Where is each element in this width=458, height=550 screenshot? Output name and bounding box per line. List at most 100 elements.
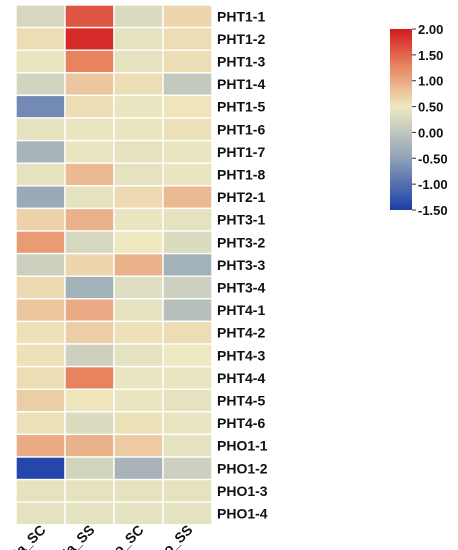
row-label: PHT1-2 <box>217 31 265 47</box>
heatmap-cell-pho1-3-ea-sc <box>15 478 66 503</box>
heatmap-cell-pht1-6-co-ss <box>162 117 213 142</box>
heatmap-cell-pht1-2-co-ss <box>162 26 213 51</box>
heatmap-cell-pht3-3-ea-ss <box>64 252 115 277</box>
row-label: PHT4-3 <box>217 347 265 363</box>
row-label: PHT1-8 <box>217 167 265 183</box>
heatmap-cell-pht4-4-co-sc <box>113 365 164 390</box>
heatmap-cell-pht4-3-ea-sc <box>15 343 66 368</box>
row-label: PHT4-6 <box>217 415 265 431</box>
row-label: PHT3-4 <box>217 280 265 296</box>
heatmap-cell-pht1-2-co-sc <box>113 26 164 51</box>
heatmap-cell-pht4-4-ea-ss <box>64 365 115 390</box>
heatmap-cell-pht1-7-co-ss <box>162 139 213 164</box>
row-labels: PHT1-1 PHT1-2 PHT1-3 PHT1-4 PHT1-5 PHT1-6 PHT1… <box>217 8 268 521</box>
heatmap-cell-pht4-5-ea-ss <box>64 388 115 413</box>
heatmap-cell-pht4-1-ea-sc <box>15 298 66 323</box>
row-label: PHO1-3 <box>217 483 268 499</box>
heatmap-cell-pht4-6-co-sc <box>113 411 164 436</box>
column-labels: Ea_SC Ea_SS Co_SC Co_SS <box>6 522 196 550</box>
row-label: PHT1-3 <box>217 54 265 70</box>
heatmap-cells <box>15 4 213 526</box>
colorbar-tick-label: 0.00 <box>418 125 443 140</box>
heatmap-cell-pht4-3-co-ss <box>162 343 213 368</box>
row-label: PHT1-5 <box>217 99 265 115</box>
heatmap-cell-pht3-3-ea-sc <box>15 252 66 277</box>
heatmap-cell-pht1-5-co-sc <box>113 94 164 119</box>
row-label: PHO1-4 <box>217 506 268 522</box>
heatmap-cell-pht1-8-ea-ss <box>64 162 115 187</box>
heatmap-cell-pho1-1-co-sc <box>113 433 164 458</box>
heatmap-cell-pht4-6-ea-ss <box>64 411 115 436</box>
colorbar-tick-label: -1.00 <box>418 177 448 192</box>
heatmap-cell-pht4-1-co-ss <box>162 298 213 323</box>
heatmap-cell-pho1-4-co-ss <box>162 501 213 526</box>
colorbar-tick-label: -0.50 <box>418 151 448 166</box>
heatmap-cell-pht1-4-ea-sc <box>15 72 66 97</box>
column-label: Ea_SS <box>55 522 97 550</box>
colorbar-legend: 2.00 1.50 1.00 0.50 0.00 -0.50 -1.00 -1.50 <box>390 22 448 218</box>
heatmap-cell-pho1-1-co-ss <box>162 433 213 458</box>
row-label: PHO1-1 <box>217 438 268 454</box>
column-label: Co_SS <box>152 522 195 550</box>
heatmap-cell-pht1-4-ea-ss <box>64 72 115 97</box>
heatmap-cell-pho1-4-ea-sc <box>15 501 66 526</box>
heatmap-cell-pht3-1-co-ss <box>162 207 213 232</box>
colorbar-tick-label: 1.00 <box>418 74 443 89</box>
heatmap-cell-pht3-2-co-ss <box>162 230 213 255</box>
heatmap-cell-pht3-4-co-ss <box>162 275 213 300</box>
heatmap-cell-pht2-1-co-ss <box>162 185 213 210</box>
colorbar-gradient <box>390 29 412 210</box>
heatmap-cell-pht4-5-ea-sc <box>15 388 66 413</box>
colorbar-tick-label: 0.50 <box>418 100 443 115</box>
heatmap-cell-pho1-4-ea-ss <box>64 501 115 526</box>
heatmap-cell-pht1-3-ea-sc <box>15 49 66 74</box>
heatmap-cell-pht3-4-ea-sc <box>15 275 66 300</box>
heatmap-cell-pht1-3-co-sc <box>113 49 164 74</box>
colorbar-tick-label: -1.50 <box>418 203 448 218</box>
heatmap-cell-pho1-1-ea-sc <box>15 433 66 458</box>
heatmap-cell-pho1-3-co-ss <box>162 478 213 503</box>
heatmap-cell-pht1-5-co-ss <box>162 94 213 119</box>
heatmap-cell-pht4-1-co-sc <box>113 298 164 323</box>
heatmap-cell-pho1-2-ea-ss <box>64 456 115 481</box>
heatmap-cell-pht2-1-co-sc <box>113 185 164 210</box>
heatmap-cell-pht1-1-co-ss <box>162 4 213 29</box>
heatmap-cell-pht4-2-co-ss <box>162 320 213 345</box>
heatmap-cell-pht3-2-ea-ss <box>64 230 115 255</box>
heatmap-cell-pht4-2-co-sc <box>113 320 164 345</box>
heatmap-cell-pht2-1-ea-ss <box>64 185 115 210</box>
heatmap-cell-pht1-7-co-sc <box>113 139 164 164</box>
heatmap-cell-pht1-7-ea-ss <box>64 139 115 164</box>
row-label: PHT1-1 <box>217 8 265 24</box>
column-label: Co_SC <box>103 522 147 550</box>
row-label: PHT2-1 <box>217 189 265 205</box>
row-label: PHT4-2 <box>217 325 265 341</box>
heatmap-cell-pht4-4-ea-sc <box>15 365 66 390</box>
heatmap-cell-pht4-5-co-ss <box>162 388 213 413</box>
heatmap-cell-pht3-2-ea-sc <box>15 230 66 255</box>
heatmap-cell-pht1-3-co-ss <box>162 49 213 74</box>
heatmap-cell-pht1-1-ea-ss <box>64 4 115 29</box>
heatmap-cell-pht3-4-co-sc <box>113 275 164 300</box>
heatmap-cell-pht4-5-co-sc <box>113 388 164 413</box>
heatmap-cell-pht3-3-co-ss <box>162 252 213 277</box>
heatmap-cell-pht1-6-ea-sc <box>15 117 66 142</box>
heatmap-cell-pht3-3-co-sc <box>113 252 164 277</box>
heatmap-cell-pht3-4-ea-ss <box>64 275 115 300</box>
heatmap-cell-pho1-2-ea-sc <box>15 456 66 481</box>
heatmap-cell-pht1-4-co-sc <box>113 72 164 97</box>
heatmap-cell-pht1-7-ea-sc <box>15 139 66 164</box>
heatmap-cell-pht4-3-ea-ss <box>64 343 115 368</box>
row-label: PHT4-5 <box>217 393 265 409</box>
row-label: PHT3-1 <box>217 212 265 228</box>
heatmap-cell-pho1-2-co-ss <box>162 456 213 481</box>
heatmap-cell-pht4-6-co-ss <box>162 411 213 436</box>
heatmap-cell-pht1-3-ea-ss <box>64 49 115 74</box>
heatmap-cell-pht4-3-co-sc <box>113 343 164 368</box>
heatmap-cell-pht3-1-co-sc <box>113 207 164 232</box>
heatmap-cell-pht1-2-ea-sc <box>15 26 66 51</box>
row-label: PHT1-7 <box>217 144 265 160</box>
heatmap-cell-pht4-2-ea-ss <box>64 320 115 345</box>
heatmap-cell-pht2-1-ea-sc <box>15 185 66 210</box>
